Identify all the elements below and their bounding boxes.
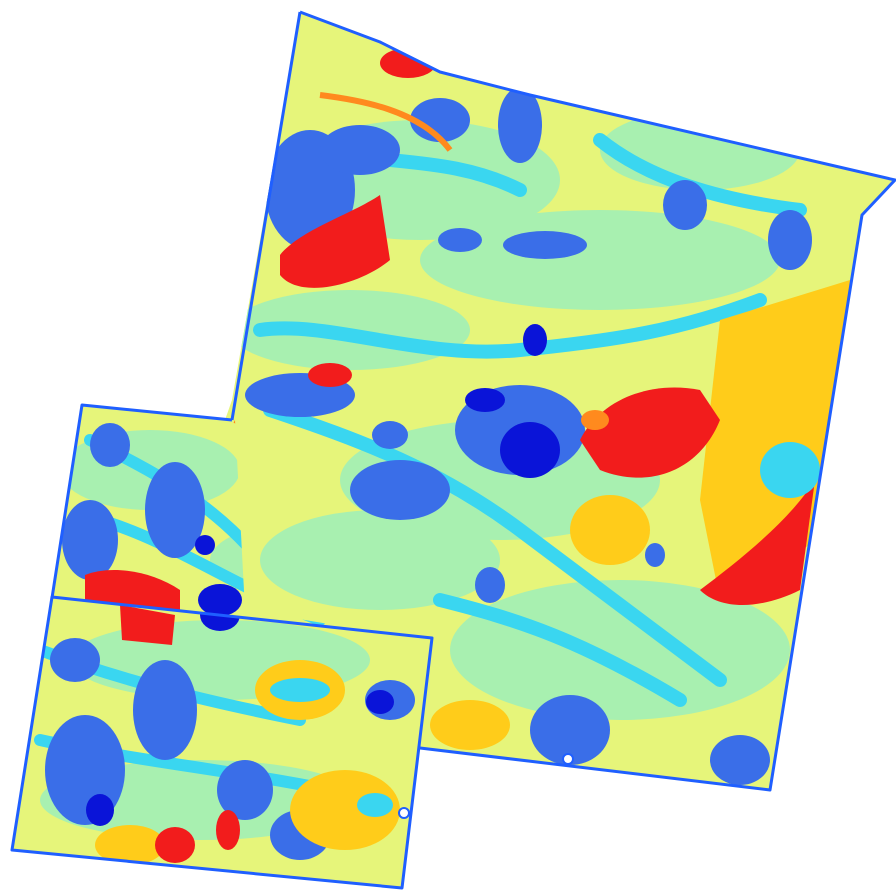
boundary-north-west-edge[interactable] [230,11,302,421]
zone-red-patches-sw [120,605,240,863]
zone-red-patches [280,48,815,605]
zone-light-blue-patch-sw [270,678,393,817]
vertex-handle-east[interactable] [398,807,410,819]
zone-light-blue-patch-east [760,442,820,498]
boundary-north-field[interactable] [299,10,896,792]
boundary-sw-field[interactable] [10,595,434,890]
field-southwest[interactable] [10,595,440,893]
zone-orange-patches [319,92,609,430]
boundary-west-field[interactable] [50,403,233,599]
vertex-handle-south[interactable] [562,753,574,765]
zone-yellow-patches-sw [95,660,400,865]
